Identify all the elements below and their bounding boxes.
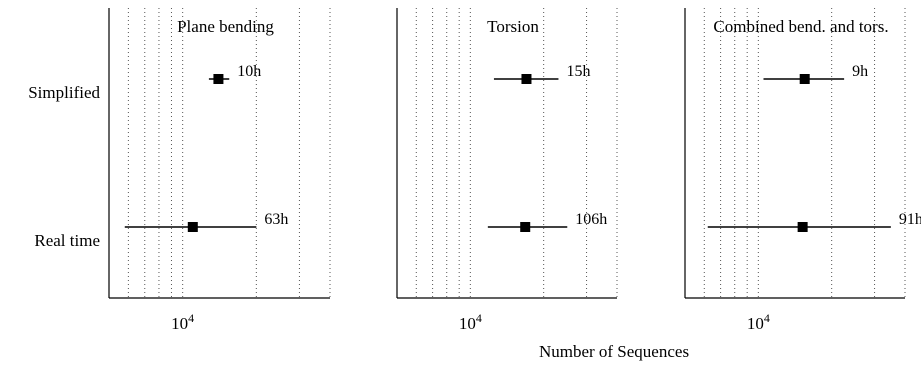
panel-title: Plane bending (177, 17, 274, 36)
category-labels: Simplified Real time (28, 83, 100, 250)
point-marker (187, 222, 198, 232)
duration-label: 106h (575, 211, 607, 228)
panel-1: 104 Plane bending 10h 63h (108, 8, 331, 333)
point-marker (797, 222, 808, 232)
category-label-simplified: Simplified (28, 83, 100, 102)
panel-3: 104 Combined bend. and tors. 9h 91h (684, 8, 921, 333)
grid-lines (396, 8, 618, 298)
duration-label: 15h (566, 63, 590, 80)
grid-lines (684, 8, 906, 298)
point-marker (521, 74, 532, 84)
duration-label: 9h (852, 63, 868, 80)
duration-label: 91h (899, 211, 921, 228)
duration-label: 10h (237, 63, 261, 80)
x-tick-label: 104 (459, 311, 482, 333)
data-point: 106h (487, 211, 607, 232)
data-point: 10h (208, 63, 261, 84)
duration-label: 63h (264, 211, 288, 228)
point-marker (520, 222, 531, 232)
data-point: 9h (763, 63, 868, 84)
panel-title: Combined bend. and tors. (713, 17, 888, 36)
x-tick-label: 104 (171, 311, 194, 333)
x-axis-label: Number of Sequences (539, 342, 689, 361)
point-marker (213, 74, 224, 84)
data-point: 63h (124, 211, 288, 232)
data-point: 15h (493, 63, 590, 84)
point-marker (799, 74, 810, 84)
panel-title: Torsion (487, 17, 539, 36)
panel-2: 104 Torsion 15h 106h (396, 8, 618, 333)
x-tick-label: 104 (747, 311, 770, 333)
category-label-real-time: Real time (34, 231, 100, 250)
grid-lines (108, 8, 331, 298)
data-point: 91h (707, 211, 921, 232)
